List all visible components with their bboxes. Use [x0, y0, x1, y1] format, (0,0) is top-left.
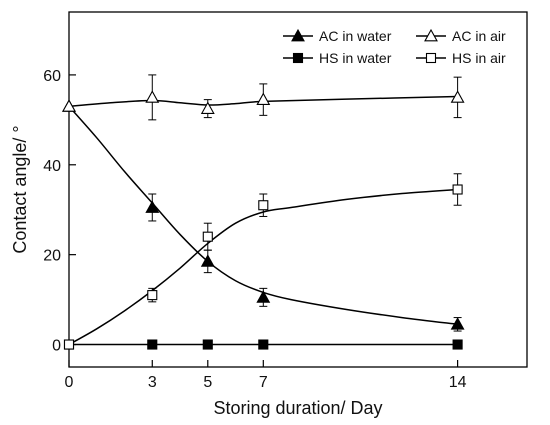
legend-item-hs-in-air: HS in air [416, 50, 506, 66]
x-axis-title: Storing duration/ Day [213, 398, 382, 418]
data-markers [62, 90, 465, 350]
y-tick-label: 20 [43, 248, 61, 265]
legend-label: HS in water [319, 50, 392, 66]
legend-marker [292, 52, 304, 64]
hs-in-air-point [63, 339, 75, 350]
ac-in-air-point [62, 99, 76, 112]
legend-item-ac-in-air: AC in air [416, 28, 506, 44]
hs-in-water-point [452, 339, 463, 350]
x-tick-label: 5 [203, 374, 212, 391]
ac-in-air-point [145, 90, 160, 103]
hs-in-air-curve [68, 188, 458, 346]
legend-marker [424, 28, 438, 42]
y-tick-label: 40 [43, 158, 61, 175]
hs-in-air-point [258, 200, 269, 211]
x-tick-label: 7 [259, 374, 268, 391]
y-tick-label: 0 [52, 338, 61, 355]
x-tick-label: 3 [148, 374, 157, 391]
ac-in-water-curve [68, 105, 458, 326]
hs-in-water-point [147, 339, 158, 350]
ac-in-water-point [450, 317, 465, 330]
legend-item-ac-in-water: AC in water [283, 28, 392, 44]
ac-in-water-point [145, 200, 160, 213]
ac-in-water-point [200, 254, 215, 267]
hs-in-water-point [202, 339, 213, 350]
error-bars [148, 74, 462, 332]
y-axis-title: Contact angle/ ° [10, 125, 30, 253]
hs-in-water-point [258, 339, 269, 350]
hs-in-air-point [202, 231, 213, 242]
fitted-curves [68, 95, 458, 346]
axis-ticks: 0 3 5 7 14 0 20 40 60 [43, 68, 466, 391]
ac-in-water-point [256, 290, 271, 303]
hs-in-air-point [452, 184, 463, 195]
ac-in-air-point [256, 92, 271, 105]
ac-in-air-point [450, 90, 465, 103]
hs-in-air-point [147, 290, 158, 301]
legend-marker [291, 28, 305, 42]
legend-label: HS in air [452, 50, 506, 66]
ac-in-air-point [200, 101, 215, 114]
y-tick-label: 60 [43, 68, 61, 85]
plot-frame [68, 11, 528, 368]
x-tick-label: 14 [449, 374, 467, 391]
legend-item-hs-in-water: HS in water [283, 50, 392, 66]
ac-in-air-curve [68, 95, 458, 108]
legend-label: AC in water [319, 28, 392, 44]
x-tick-label: 0 [65, 374, 74, 391]
legend-marker [425, 52, 437, 64]
legend: AC in water AC in air HS in water HS in air [283, 28, 506, 66]
legend-label: AC in air [452, 28, 506, 44]
